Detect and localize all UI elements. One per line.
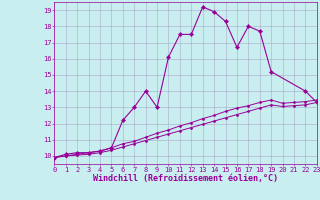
X-axis label: Windchill (Refroidissement éolien,°C): Windchill (Refroidissement éolien,°C) (93, 174, 278, 183)
